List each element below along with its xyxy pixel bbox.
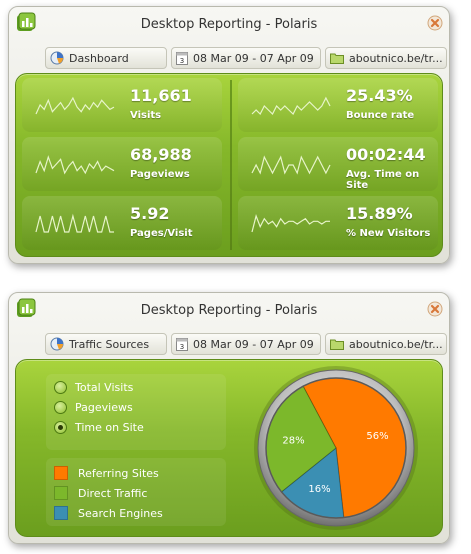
legend-swatch (54, 486, 68, 500)
sparkline (35, 155, 115, 175)
sparkline (251, 214, 330, 233)
pie-data-label: 28% (282, 435, 304, 446)
metric-value: 68,988 (130, 145, 192, 164)
breadcrumb-label: 08 Mar 09 - 07 Apr 09 (193, 337, 314, 351)
title-bar[interactable]: Desktop Reporting - Polaris (9, 7, 449, 43)
metric-value: 25.43% (346, 86, 413, 105)
breadcrumb-label: Dashboard (69, 51, 129, 65)
legend-item-referring-sites: Referring Sites (54, 464, 159, 482)
chart-legend: Referring Sites Direct Traffic Search En… (46, 458, 226, 526)
breadcrumb-label: aboutnico.be/tr... (349, 337, 443, 351)
legend-label: Search Engines (78, 506, 163, 520)
svg-text:3: 3 (180, 343, 184, 351)
breadcrumb-site[interactable]: aboutnico.be/tr... (325, 47, 447, 69)
metric-label: Visits (130, 110, 162, 121)
legend-swatch (54, 506, 68, 520)
pie-data-label: 56% (366, 431, 388, 442)
option-label: Total Visits (75, 380, 134, 394)
window-title: Desktop Reporting - Polaris (140, 17, 318, 32)
metric-tile-new-visitors[interactable]: 15.89% % New Visitors (238, 196, 438, 250)
breadcrumb: Traffic Sources 3 08 Mar 09 - 07 Apr 09 … (45, 333, 447, 355)
radio-button[interactable] (54, 380, 67, 394)
metric-label: Avg. Time on Site (346, 169, 420, 191)
calendar-icon: 3 (176, 338, 188, 351)
metrics-panel: 11,661 Visits 25.43% Bounce rate 68,988 … (15, 73, 443, 257)
traffic-sources-icon (50, 337, 64, 351)
legend-swatch (54, 466, 68, 480)
close-icon[interactable] (427, 15, 443, 31)
metric-value: 00:02:44 (346, 145, 426, 164)
dashboard-icon (50, 51, 64, 65)
legend-item-direct-traffic: Direct Traffic (54, 484, 147, 502)
radio-button[interactable] (54, 400, 67, 414)
window-title: Desktop Reporting - Polaris (140, 303, 318, 318)
option-time-on-site[interactable]: Time on Site (54, 418, 144, 436)
breadcrumb-traffic-sources[interactable]: Traffic Sources (45, 333, 167, 355)
breadcrumb: Dashboard 3 08 Mar 09 - 07 Apr 09 aboutn… (45, 47, 447, 69)
title-bar[interactable]: Desktop Reporting - Polaris (9, 293, 449, 329)
traffic-pie-chart[interactable]: 56% 16% 28% (252, 364, 420, 532)
metric-value: 11,661 (130, 86, 192, 105)
metric-value: 5.92 (130, 204, 170, 223)
folder-icon (330, 53, 344, 64)
breadcrumb-site[interactable]: aboutnico.be/tr... (325, 333, 447, 355)
svg-text:3: 3 (180, 57, 184, 65)
legend-label: Direct Traffic (78, 486, 148, 500)
metric-tile-pages-per-visit[interactable]: 5.92 Pages/Visit (22, 196, 222, 250)
dashboard-window: Desktop Reporting - Polaris Dashboard 3 … (8, 6, 450, 264)
sparkline (35, 213, 114, 233)
breadcrumb-date-range[interactable]: 3 08 Mar 09 - 07 Apr 09 (171, 333, 321, 355)
sparkline (251, 96, 331, 115)
calendar-icon: 3 (176, 52, 188, 65)
breadcrumb-label: Traffic Sources (69, 337, 150, 351)
metric-tile-pageviews[interactable]: 68,988 Pageviews (22, 137, 222, 191)
close-icon[interactable] (427, 301, 443, 317)
app-icon (17, 12, 36, 31)
radio-button[interactable] (54, 420, 67, 434)
metric-selector: Total Visits Pageviews Time on Site (46, 374, 226, 450)
sparkline (251, 155, 331, 175)
option-pageviews[interactable]: Pageviews (54, 398, 133, 416)
app-icon (17, 298, 36, 317)
option-label: Pageviews (75, 400, 133, 414)
panel-divider (230, 80, 232, 250)
option-total-visits[interactable]: Total Visits (54, 378, 133, 396)
legend-item-search-engines: Search Engines (54, 504, 163, 522)
metric-label: % New Visitors (346, 228, 431, 239)
metric-tile-visits[interactable]: 11,661 Visits (22, 78, 222, 132)
metric-label: Bounce rate (346, 110, 415, 121)
sparkline (35, 96, 115, 115)
breadcrumb-date-range[interactable]: 3 08 Mar 09 - 07 Apr 09 (171, 47, 321, 69)
legend-label: Referring Sites (78, 466, 159, 480)
option-label: Time on Site (75, 420, 144, 434)
metric-label: Pageviews (130, 169, 190, 180)
traffic-sources-window: Desktop Reporting - Polaris Traffic Sour… (8, 292, 450, 544)
metric-tile-bounce-rate[interactable]: 25.43% Bounce rate (238, 78, 438, 132)
breadcrumb-label: 08 Mar 09 - 07 Apr 09 (193, 51, 314, 65)
traffic-panel: Total Visits Pageviews Time on Site Refe… (15, 359, 443, 537)
breadcrumb-dashboard[interactable]: Dashboard (45, 47, 167, 69)
pie-data-label: 16% (308, 484, 330, 495)
metric-label: Pages/Visit (130, 228, 193, 239)
breadcrumb-label: aboutnico.be/tr... (349, 51, 443, 65)
metric-value: 15.89% (346, 204, 413, 223)
folder-icon (330, 339, 344, 350)
metric-tile-avg-time[interactable]: 00:02:44 Avg. Time on Site (238, 137, 438, 191)
